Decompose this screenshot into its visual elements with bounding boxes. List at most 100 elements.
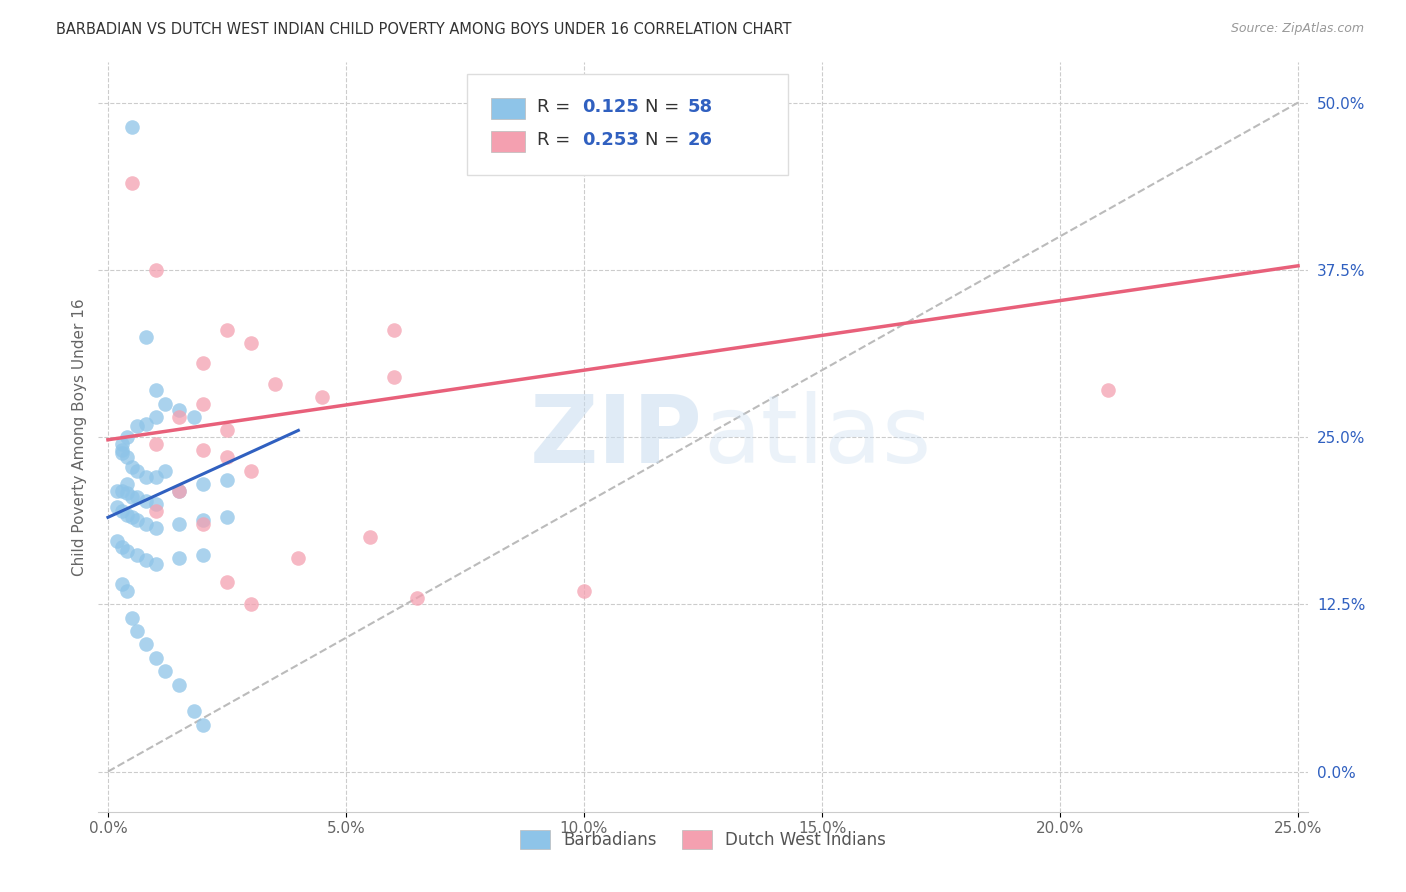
Point	[382, 369, 405, 384]
Text: atlas: atlas	[703, 391, 931, 483]
Point	[153, 464, 176, 478]
Point	[107, 483, 129, 498]
Point	[121, 176, 143, 190]
Text: Source: ZipAtlas.com: Source: ZipAtlas.com	[1230, 22, 1364, 36]
Text: BARBADIAN VS DUTCH WEST INDIAN CHILD POVERTY AMONG BOYS UNDER 16 CORRELATION CHA: BARBADIAN VS DUTCH WEST INDIAN CHILD POV…	[56, 22, 792, 37]
Point	[263, 376, 285, 391]
Text: 0.253: 0.253	[582, 130, 638, 149]
Point	[111, 483, 134, 498]
Point	[115, 476, 138, 491]
Point	[115, 450, 138, 465]
Legend: Barbadians, Dutch West Indians: Barbadians, Dutch West Indians	[513, 823, 893, 855]
Text: N =: N =	[645, 130, 685, 149]
Text: ZIP: ZIP	[530, 391, 703, 483]
Point	[111, 503, 134, 517]
Point	[239, 598, 262, 612]
Point	[125, 548, 148, 562]
Point	[135, 417, 157, 431]
Point	[125, 491, 148, 505]
Point	[1097, 384, 1119, 398]
Point	[125, 624, 148, 639]
Point	[111, 443, 134, 458]
Text: R =: R =	[537, 97, 576, 116]
Point	[111, 437, 134, 451]
Point	[191, 396, 214, 410]
Point	[125, 419, 148, 434]
Text: R =: R =	[537, 130, 576, 149]
Point	[145, 497, 167, 511]
Point	[145, 470, 167, 484]
Point	[215, 510, 238, 524]
Point	[111, 540, 134, 554]
Point	[135, 553, 157, 567]
Point	[239, 336, 262, 351]
Point	[572, 583, 595, 598]
Point	[135, 637, 157, 651]
Point	[406, 591, 429, 605]
Point	[111, 577, 134, 591]
Point	[115, 430, 138, 444]
Point	[115, 583, 138, 598]
Point	[215, 323, 238, 337]
Point	[145, 263, 167, 277]
Point	[191, 513, 214, 527]
Point	[153, 664, 176, 679]
Point	[107, 534, 129, 549]
Point	[239, 464, 262, 478]
Point	[215, 574, 238, 589]
Point	[135, 330, 157, 344]
FancyBboxPatch shape	[492, 130, 526, 152]
Text: 58: 58	[688, 97, 713, 116]
Point	[169, 517, 191, 532]
Text: N =: N =	[645, 97, 685, 116]
Point	[107, 500, 129, 514]
Point	[115, 486, 138, 500]
Point	[125, 464, 148, 478]
Point	[183, 705, 205, 719]
Point	[191, 356, 214, 371]
Point	[215, 473, 238, 487]
Point	[135, 517, 157, 532]
Point	[121, 611, 143, 625]
Point	[115, 508, 138, 522]
Point	[125, 513, 148, 527]
Point	[191, 548, 214, 562]
Point	[135, 494, 157, 508]
Point	[169, 483, 191, 498]
Point	[145, 384, 167, 398]
Point	[121, 459, 143, 474]
Point	[169, 483, 191, 498]
Text: 26: 26	[688, 130, 713, 149]
Point	[111, 446, 134, 460]
Point	[191, 443, 214, 458]
Point	[121, 510, 143, 524]
FancyBboxPatch shape	[467, 74, 787, 175]
Y-axis label: Child Poverty Among Boys Under 16: Child Poverty Among Boys Under 16	[72, 298, 87, 576]
Point	[135, 470, 157, 484]
Point	[145, 437, 167, 451]
Point	[382, 323, 405, 337]
Point	[169, 678, 191, 692]
Point	[191, 476, 214, 491]
Point	[359, 530, 381, 544]
Text: 0.125: 0.125	[582, 97, 638, 116]
Point	[287, 550, 309, 565]
Point	[115, 543, 138, 558]
Point	[215, 424, 238, 438]
Point	[153, 396, 176, 410]
Point	[183, 410, 205, 425]
FancyBboxPatch shape	[492, 97, 526, 119]
Point	[145, 503, 167, 517]
Point	[215, 450, 238, 465]
Point	[121, 120, 143, 134]
Point	[145, 521, 167, 535]
Point	[169, 403, 191, 417]
Point	[145, 557, 167, 572]
Point	[311, 390, 333, 404]
Point	[191, 717, 214, 731]
Point	[145, 410, 167, 425]
Point	[145, 651, 167, 665]
Point	[169, 410, 191, 425]
Point	[191, 517, 214, 532]
Point	[169, 550, 191, 565]
